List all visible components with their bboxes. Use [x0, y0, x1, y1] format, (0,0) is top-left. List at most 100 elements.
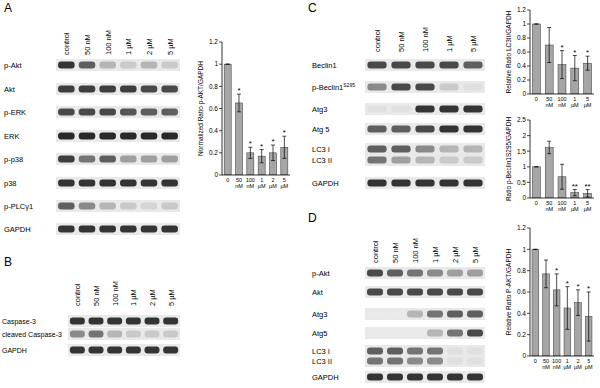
blot-strip: [365, 308, 485, 320]
band: [367, 157, 386, 164]
band: [58, 133, 75, 140]
blot-strip: [365, 371, 485, 383]
band: [79, 226, 96, 233]
x-axis: [530, 94, 594, 95]
y-tick-label: 1: [522, 163, 526, 170]
blot-strip: [56, 153, 180, 165]
band: [58, 62, 75, 69]
x-tick-label: 1µM: [563, 358, 571, 370]
y-tick-label: 1.2: [517, 6, 526, 13]
row-label: cleaved Caspase-3: [2, 331, 62, 339]
band: [367, 374, 383, 381]
y-axis: [530, 228, 531, 356]
y-tick: [527, 198, 530, 199]
row-label: p-p38: [4, 155, 23, 164]
error-line: [562, 164, 563, 189]
band: [367, 358, 383, 365]
row-label: p-Beclin1S295: [312, 82, 355, 92]
x-tick-label-line: 0: [535, 200, 538, 206]
band: [79, 109, 96, 116]
y-tick: [527, 228, 530, 229]
blot-strip: [365, 143, 485, 155]
significance-mark: **: [584, 182, 590, 191]
error-bar: [534, 24, 538, 25]
row-label: LC3 II: [312, 357, 332, 366]
band: [447, 270, 463, 277]
y-tick: [527, 182, 530, 183]
y-tick: [527, 24, 530, 25]
lane-label: control: [62, 32, 71, 55]
error-bar: [534, 166, 538, 167]
x-tick-label-line: 0: [534, 358, 537, 364]
band: [407, 270, 423, 277]
figure-canvas: Acontrol50 nM100 nM1 µM2 µM5 µMp-AktAktp…: [0, 0, 600, 388]
panel-letter: A: [4, 1, 12, 15]
error-cap: [534, 166, 538, 167]
error-bar: [271, 145, 275, 161]
error-cap: [573, 80, 577, 81]
band: [387, 311, 403, 318]
plot-area: [532, 141, 591, 198]
band: [427, 311, 443, 318]
blot-strip: [56, 200, 180, 212]
band: [407, 348, 423, 355]
lane-label: 100 nM: [421, 27, 430, 52]
y-tick: [219, 86, 222, 87]
row-label-superscript: S295: [343, 82, 355, 88]
band: [58, 109, 75, 116]
band: [161, 62, 178, 69]
error-line: [556, 274, 557, 306]
band: [367, 126, 386, 133]
row-label: Akt: [312, 288, 324, 297]
x-tick-label-line: nM: [545, 206, 553, 212]
band: [387, 289, 403, 296]
x-tick-label-line: µM: [584, 102, 592, 108]
error-cap: [248, 158, 252, 159]
band: [463, 62, 482, 69]
y-tick: [219, 130, 222, 131]
band: [58, 226, 75, 233]
band: [145, 331, 160, 338]
band: [126, 331, 141, 338]
x-axis: [222, 175, 290, 176]
band: [391, 106, 410, 113]
row-label: LC3 I: [312, 145, 330, 154]
x-tick-label-line: µM: [563, 364, 571, 370]
band: [161, 109, 178, 116]
band: [89, 331, 104, 338]
y-tick-label: 0: [522, 194, 526, 201]
blot-strip: [56, 59, 180, 71]
band: [99, 156, 116, 163]
row-label: Atg5: [312, 329, 327, 338]
y-tick: [219, 64, 222, 65]
y-tick-label: 0.8: [209, 83, 218, 90]
band: [467, 330, 483, 337]
band: [141, 203, 158, 210]
error-bar: [547, 28, 551, 63]
band: [79, 203, 96, 210]
band: [463, 157, 482, 164]
x-tick-label-line: µM: [585, 364, 593, 370]
x-axis: [530, 198, 594, 199]
error-line: [588, 292, 589, 341]
error-bar: [587, 292, 591, 341]
band: [427, 358, 443, 365]
band: [70, 318, 85, 325]
error-bar: [565, 287, 569, 330]
band: [391, 126, 410, 133]
lane-label: 5 µM: [471, 246, 480, 263]
error-line: [273, 145, 274, 161]
error-cap: [547, 27, 551, 28]
y-tick: [219, 42, 222, 43]
y-tick: [527, 10, 530, 11]
row-label: LC3 II: [312, 156, 332, 165]
error-cap: [560, 189, 564, 190]
x-tick-label-line: µM: [574, 364, 582, 370]
band: [439, 126, 458, 133]
y-tick-label: 0: [522, 352, 526, 359]
y-tick-label: 0.4: [517, 62, 526, 69]
significance-mark: *: [237, 86, 240, 95]
y-tick-label: 0.8: [517, 267, 526, 274]
band: [415, 84, 434, 91]
band: [70, 347, 85, 354]
